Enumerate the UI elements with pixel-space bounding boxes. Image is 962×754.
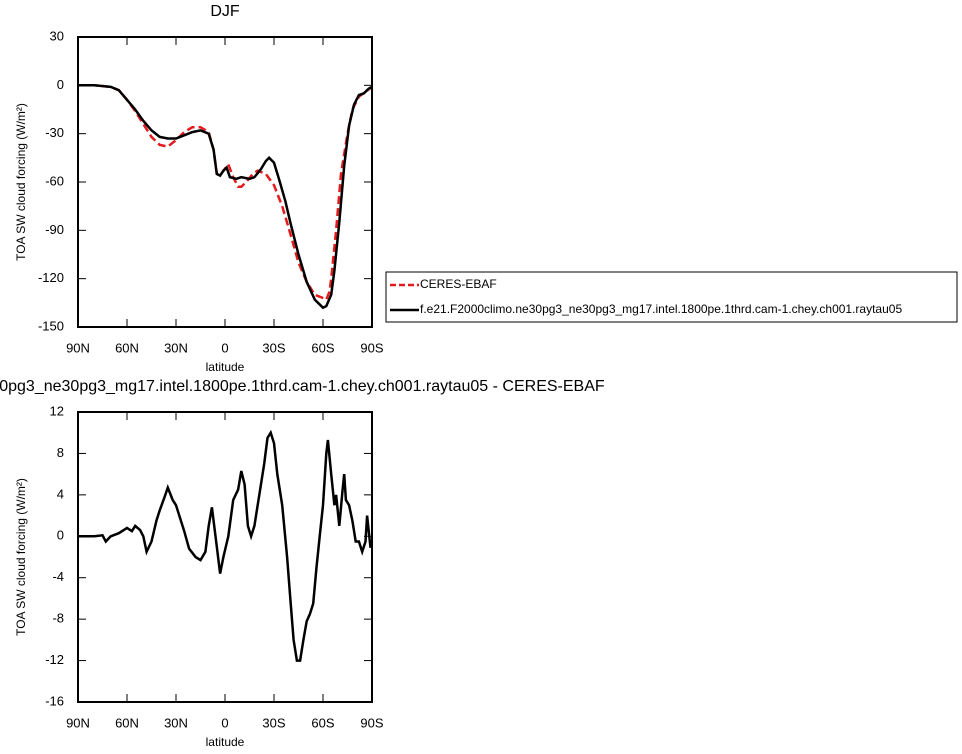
data-line <box>78 84 373 310</box>
x-tick-label: 30N <box>164 715 188 730</box>
plot-frame <box>77 36 373 328</box>
y-tick-label: 0 <box>57 528 64 543</box>
y-tick-label: -30 <box>45 125 64 140</box>
x-tick-label: 90S <box>360 715 383 730</box>
x-tick-label: 0 <box>221 715 228 730</box>
x-tick-label: 90S <box>360 340 383 355</box>
y-tick-label: -90 <box>45 222 64 237</box>
y-tick-label: -150 <box>38 318 64 333</box>
x-tick-label: 60S <box>311 340 334 355</box>
data-line <box>78 84 373 302</box>
y-tick-label: -120 <box>38 270 64 285</box>
y-tick-label: -16 <box>45 693 64 708</box>
y-tick-label: 4 <box>57 486 64 501</box>
x-tick-label: 90N <box>66 715 90 730</box>
y-tick-label: -60 <box>45 173 64 188</box>
y-axis-title: TOA SW cloud forcing (W/m²) <box>14 103 28 261</box>
x-tick-label: 60S <box>311 715 334 730</box>
legend-label: f.e21.F2000climo.ne30pg3_ne30pg3_mg17.in… <box>420 302 902 316</box>
x-tick-label: 60N <box>115 340 139 355</box>
x-tick-label: 30S <box>262 340 285 355</box>
legend-label: CERES-EBAF <box>420 277 497 291</box>
y-tick-label: 0 <box>57 77 64 92</box>
x-axis-title: latitude <box>206 735 245 749</box>
x-tick-label: 30N <box>164 340 188 355</box>
y-tick-label: 8 <box>57 445 64 460</box>
y-axis-title: TOA SW cloud forcing (W/m²) <box>14 478 28 636</box>
y-tick-label: -4 <box>52 569 64 584</box>
chart-title: f.e21.F2000climo.ne30pg3_ne30pg3_mg17.in… <box>0 378 605 395</box>
x-tick-label: 60N <box>115 715 139 730</box>
data-line <box>78 429 372 662</box>
x-tick-label: 30S <box>262 715 285 730</box>
y-tick-label: 30 <box>50 28 64 43</box>
chart-title: DJF <box>210 3 240 20</box>
y-tick-label: -8 <box>52 611 64 626</box>
y-tick-label: 12 <box>50 403 64 418</box>
x-tick-label: 90N <box>66 340 90 355</box>
plot-frame <box>77 411 373 703</box>
y-tick-label: -12 <box>45 652 64 667</box>
x-axis-title: latitude <box>206 360 245 374</box>
x-tick-label: 0 <box>221 340 228 355</box>
legend-box <box>385 271 958 323</box>
